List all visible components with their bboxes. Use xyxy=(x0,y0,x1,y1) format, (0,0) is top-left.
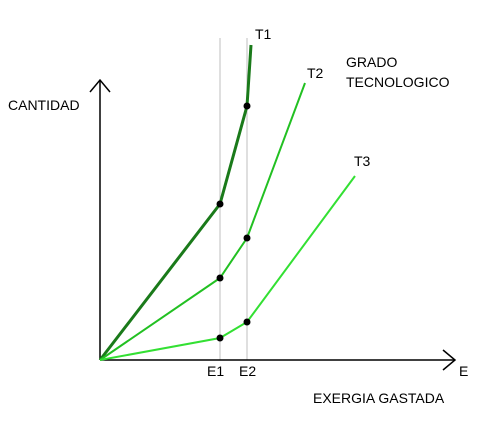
curve-label-t2: T2 xyxy=(307,65,324,81)
y-axis-arrowhead xyxy=(89,78,111,93)
marker-t1-e1 xyxy=(216,200,224,208)
x-axis-arrowhead xyxy=(442,349,457,371)
curve-label-t1: T1 xyxy=(255,26,272,42)
marker-t2-e2 xyxy=(243,234,251,242)
legend-title-line-1: GRADO xyxy=(346,54,397,70)
y-axis-label: CANTIDAD xyxy=(8,97,80,113)
marker-t3-e1 xyxy=(216,334,224,342)
marker-t2-e1 xyxy=(216,274,224,282)
x-axis-label: EXERGIA GASTADA xyxy=(313,390,445,406)
curve-t3 xyxy=(99,175,356,361)
curve-t2 xyxy=(99,82,306,361)
marker-t3-e2 xyxy=(243,318,251,326)
curve-t1 xyxy=(98,44,253,361)
x-axis-short-label: E xyxy=(459,363,468,379)
curve-label-t3: T3 xyxy=(354,153,371,169)
marker-t1-e2 xyxy=(243,102,251,110)
legend-title-line-2: TECNOLOGICO xyxy=(346,74,450,90)
x-tick-label-e2: E2 xyxy=(239,363,256,379)
x-tick-label-e1: E1 xyxy=(207,363,224,379)
